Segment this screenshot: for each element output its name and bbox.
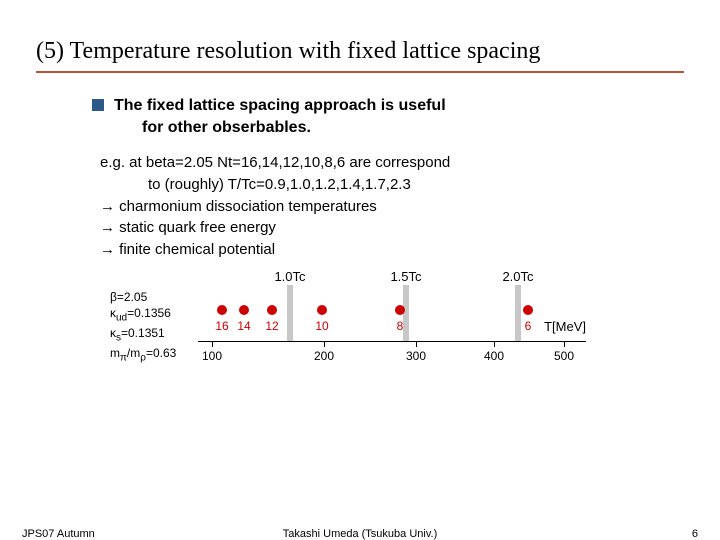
footer-right: 6 [692,528,698,540]
tc-label: 1.5Tc [386,269,426,284]
footer-center: Takashi Umeda (Tsukuba Univ.) [283,528,437,540]
tick-label: 500 [550,349,578,363]
tick-label: 300 [402,349,430,363]
axis-tick [494,341,495,347]
arrow-line-2: → static quark free energy [100,217,660,239]
param-mps: mπ/mρ=0.63 [110,345,176,365]
nt-label: 6 [518,319,538,333]
content-region: The fixed lattice spacing approach is us… [0,73,720,261]
nt-label: 12 [262,319,282,333]
tc-label: 1.0Tc [270,269,310,284]
tick-label: 400 [480,349,508,363]
param-block: β=2.05 κud=0.1356 κs=0.1351 mπ/mρ=0.63 [110,289,176,365]
tc-bar [287,285,293,341]
data-point [395,305,405,315]
arrow-line-3: → finite chemical potential [100,239,660,261]
axis-tick [212,341,213,347]
data-point [523,305,533,315]
param-kud: κud=0.1356 [110,305,176,325]
nt-label: 16 [212,319,232,333]
data-point [267,305,277,315]
footer-left: JPS07 Autumn [22,528,95,540]
tick-label: 100 [198,349,226,363]
example-block: e.g. at beta=2.05 Nt=16,14,12,10,8,6 are… [100,152,660,261]
arrow-line-1: → charmonium dissociation temperatures [100,196,660,218]
bullet-line1: The fixed lattice spacing approach is us… [114,97,446,114]
axis-tick [564,341,565,347]
temperature-axis-figure: β=2.05 κud=0.1356 κs=0.1351 mπ/mρ=0.63 T… [110,285,588,397]
axis-tick [324,341,325,347]
main-bullet-row: The fixed lattice spacing approach is us… [92,95,660,138]
bullet-line2: for other obserbables. [142,119,311,136]
eg-line1: e.g. at beta=2.05 Nt=16,14,12,10,8,6 are… [100,152,660,174]
data-point [317,305,327,315]
axis-tick [416,341,417,347]
param-beta: β=2.05 [110,289,176,305]
main-bullet-text: The fixed lattice spacing approach is us… [114,95,446,138]
nt-label: 8 [390,319,410,333]
tick-label: 200 [310,349,338,363]
data-point [239,305,249,315]
nt-label: 14 [234,319,254,333]
square-bullet-icon [92,99,104,111]
tc-label: 2.0Tc [498,269,538,284]
data-point [217,305,227,315]
nt-label: 10 [312,319,332,333]
axis-line [198,341,586,342]
eg-line2: to (roughly) T/Tc=0.9,1.0,1.2,1.4,1.7,2.… [148,174,660,196]
slide-title: (5) Temperature resolution with fixed la… [0,0,720,65]
param-ks: κs=0.1351 [110,325,176,345]
axis-title: T[MeV] [544,319,586,334]
